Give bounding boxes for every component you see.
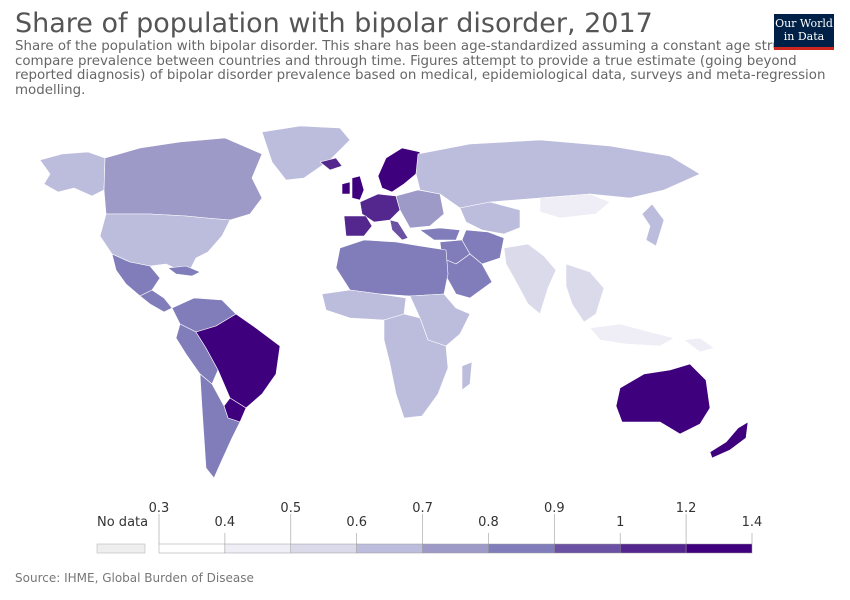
source-note: Source: IHME, Global Burden of Disease [15,571,254,585]
legend-label-7: 1 [616,515,624,530]
region-japan-korea[interactable] [641,203,665,247]
region-central-america[interactable] [139,289,173,313]
region-greenland[interactable] [261,125,351,181]
legend-label-9: 1.4 [742,515,763,530]
region-new-zealand[interactable] [709,421,749,459]
logo-line-1: Our World [775,17,833,30]
legend-bin-6[interactable] [554,543,621,554]
legend-label-5: 0.8 [478,515,499,530]
legend-no-data-label: No data [97,515,148,530]
chart-title: Share of population with bipolar disorde… [15,8,653,39]
region-brazil[interactable] [195,313,281,409]
legend-bins: 0.3 0.4 0.5 0.6 0.7 0.8 0.9 1 1.2 1.4 [149,501,763,554]
region-scandinavia[interactable] [377,147,421,193]
region-canada[interactable] [103,137,263,221]
legend-no-data-swatch [96,543,146,554]
legend-bin-4[interactable] [422,543,489,554]
world-map[interactable] [0,118,850,488]
map-legend: No data 0.3 0.4 0.5 0.6 0.7 0.8 0.9 1 1.2 1.4 [96,501,763,554]
legend-label-8: 1.2 [676,501,697,516]
legend-bin-8[interactable] [685,543,753,554]
region-north-africa[interactable] [335,239,449,297]
legend-bin-0[interactable] [158,543,226,554]
legend-label-2: 0.5 [280,501,301,516]
legend-bin-1[interactable] [224,543,292,554]
region-madagascar[interactable] [461,361,473,391]
logo-line-2: in Data [783,29,825,43]
region-southeast-asia[interactable] [565,263,605,323]
legend-bin-2[interactable] [290,543,357,554]
region-australia[interactable] [615,363,711,435]
region-iran[interactable] [461,229,505,265]
legend-bin-5[interactable] [488,543,555,554]
region-india[interactable] [503,243,557,315]
region-caribbean[interactable] [167,265,201,277]
legend-label-4: 0.7 [412,501,433,516]
region-eastern-europe[interactable] [395,189,445,229]
region-central-asia[interactable] [459,201,525,235]
region-argentina-chile[interactable] [199,373,241,479]
region-turkey[interactable] [419,227,461,241]
region-papua-new-guinea[interactable] [683,337,715,353]
region-alaska[interactable] [39,151,106,197]
countries-layer [39,125,749,479]
region-united-kingdom[interactable] [351,175,365,201]
region-arabian-peninsula[interactable] [441,253,493,299]
region-central-southern-africa[interactable] [383,313,449,419]
region-iceland[interactable] [319,157,343,171]
legend-label-3: 0.6 [346,515,367,530]
region-russia[interactable] [415,139,701,209]
legend-bin-3[interactable] [356,543,423,554]
owid-logo[interactable]: Our World in Data [774,14,834,50]
legend-bin-7[interactable] [619,543,687,554]
legend-label-0: 0.3 [149,501,170,516]
legend-label-6: 0.9 [544,501,565,516]
region-indonesia[interactable] [589,323,675,347]
legend-label-1: 0.4 [215,515,236,530]
region-italy[interactable] [389,219,409,241]
chart-subtitle: Share of the population with bipolar dis… [15,39,834,98]
region-spain-portugal[interactable] [343,215,373,237]
region-ireland[interactable] [341,181,351,195]
region-western-europe[interactable] [359,193,401,223]
